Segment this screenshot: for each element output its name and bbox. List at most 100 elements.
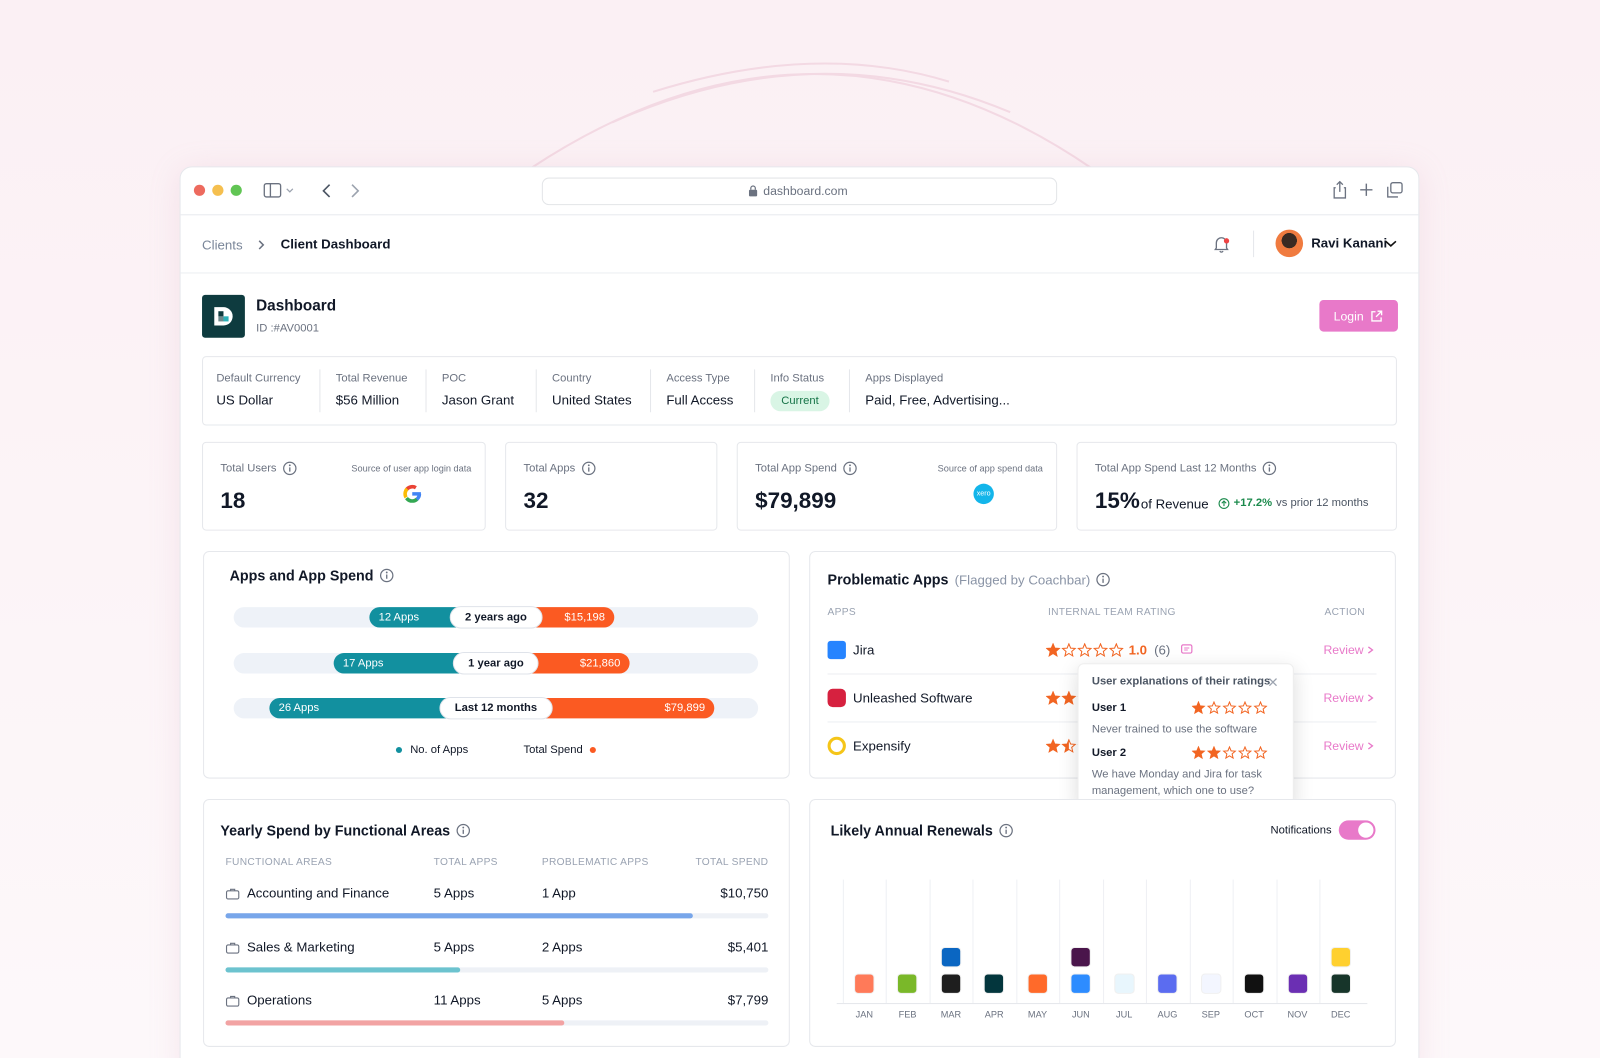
info-icon bbox=[456, 823, 471, 838]
arcs bbox=[530, 62, 1093, 170]
back-icon-part bbox=[322, 184, 331, 198]
star-rating-part bbox=[1077, 642, 1093, 657]
divider bbox=[535, 369, 537, 413]
divider bbox=[425, 369, 427, 413]
star-rating bbox=[1191, 701, 1268, 715]
dropdown-chevron bbox=[1385, 240, 1397, 248]
bell-icon-part bbox=[1219, 250, 1224, 253]
external-icon-part bbox=[1375, 310, 1383, 318]
external-icon bbox=[1371, 310, 1383, 322]
rating-count: (6) bbox=[1154, 642, 1171, 658]
area-name: Sales & Marketing bbox=[246, 939, 355, 955]
address-bar[interactable] bbox=[541, 177, 1058, 206]
share-icon-part bbox=[1336, 180, 1344, 186]
dropdown-chevron-part bbox=[1385, 240, 1397, 248]
app-icon bbox=[1071, 947, 1091, 967]
info-icon bbox=[999, 823, 1013, 838]
star-rating-part bbox=[1061, 690, 1077, 705]
source-logo bbox=[403, 484, 422, 503]
title-text: Apps and App Spend bbox=[229, 567, 374, 584]
user-name[interactable]: Ravi Kanani bbox=[1311, 235, 1388, 251]
breadcrumb-link[interactable]: Clients bbox=[202, 237, 243, 253]
window-control[interactable] bbox=[212, 184, 224, 196]
star-rating-part bbox=[1191, 701, 1206, 715]
stat-label: Total App Spend Last 12 Months bbox=[1095, 461, 1277, 476]
new-tab-icon bbox=[1360, 183, 1373, 196]
url: dashboard.com bbox=[763, 183, 848, 198]
star-rating-part bbox=[1222, 745, 1237, 760]
column-header: TOTAL APPS bbox=[433, 856, 498, 868]
panel-title: Apps and App Spend bbox=[229, 567, 394, 584]
progress-bar bbox=[225, 967, 461, 973]
info-value: Full Access bbox=[666, 392, 734, 408]
app-icon bbox=[941, 947, 961, 967]
progress-bar bbox=[225, 1020, 565, 1026]
tabs-icon-part bbox=[1387, 186, 1398, 198]
column-line bbox=[1189, 879, 1191, 1004]
title-text: Yearly Spend by Functional Areas bbox=[220, 822, 451, 839]
external-icon-part bbox=[1371, 311, 1382, 322]
window-control[interactable] bbox=[230, 184, 242, 196]
avatar[interactable] bbox=[1275, 229, 1304, 258]
title-text: Problematic Apps bbox=[827, 571, 949, 588]
tooltip-comment: Never trained to use the software bbox=[1091, 723, 1258, 736]
tooltip-user: User 1 bbox=[1091, 702, 1127, 715]
legend-dot bbox=[589, 746, 596, 754]
app-icon bbox=[855, 974, 874, 993]
title-text: Likely Annual Renewals bbox=[830, 822, 993, 839]
star-rating-part bbox=[1061, 738, 1077, 753]
star-rating-part bbox=[1237, 745, 1253, 760]
source-logo-part bbox=[412, 492, 421, 496]
briefcase-icon-part bbox=[230, 888, 236, 891]
up-icon bbox=[1218, 497, 1230, 509]
arc bbox=[611, 72, 1011, 124]
apps-label: 17 Apps bbox=[342, 657, 384, 670]
info-icon-part bbox=[1268, 464, 1271, 467]
period-pill: Last 12 months bbox=[439, 696, 553, 720]
star-rating-part bbox=[1045, 642, 1061, 657]
app-icon bbox=[1158, 974, 1177, 993]
review-link[interactable]: Review bbox=[1323, 739, 1374, 753]
comment-icon bbox=[1181, 644, 1193, 654]
total-apps: 5 Apps bbox=[433, 885, 475, 901]
star-rating-part bbox=[1108, 642, 1124, 657]
column-line bbox=[1059, 879, 1061, 1004]
problematic-apps: 2 Apps bbox=[541, 939, 583, 955]
info-label: Total Revenue bbox=[335, 372, 408, 385]
period-pill: 2 years ago bbox=[449, 606, 543, 629]
info-icon-part bbox=[581, 461, 596, 476]
info-icon-part bbox=[1005, 826, 1008, 829]
info-icon bbox=[581, 461, 596, 476]
divider bbox=[180, 214, 1419, 216]
app-name: Jira bbox=[853, 642, 875, 658]
app-icon bbox=[1114, 974, 1134, 993]
review-link[interactable]: Review bbox=[1323, 643, 1374, 657]
stat-label: Total Users bbox=[220, 461, 297, 476]
divider bbox=[649, 369, 652, 413]
progress-bar bbox=[225, 913, 693, 919]
column-header: TOTAL SPEND bbox=[695, 856, 769, 868]
star-rating-part bbox=[1206, 745, 1222, 760]
client-id: ID :#AV0001 bbox=[256, 322, 319, 335]
info-label: Apps Displayed bbox=[865, 372, 944, 385]
login-button[interactable] bbox=[1319, 299, 1398, 332]
window-control[interactable] bbox=[193, 184, 206, 196]
problematic-apps: 5 Apps bbox=[541, 992, 583, 1008]
review-link[interactable]: Review bbox=[1323, 691, 1374, 705]
stat-value: $79,899 bbox=[755, 487, 837, 514]
tabs-icon-part bbox=[1390, 181, 1403, 194]
info-strip bbox=[202, 356, 1397, 426]
info-icon-part bbox=[1102, 575, 1105, 578]
total-spend: $5,401 bbox=[727, 939, 769, 955]
login-label: Login bbox=[1333, 309, 1364, 324]
logo-mark-part bbox=[218, 311, 224, 317]
legend-dot bbox=[395, 746, 403, 754]
bell-icon-part bbox=[1214, 237, 1229, 251]
sidebar-icon-part bbox=[286, 188, 294, 193]
spend-label: $15,198 bbox=[564, 611, 605, 624]
stat-value: 15% bbox=[1094, 487, 1140, 514]
area-name: Accounting and Finance bbox=[246, 885, 390, 901]
app-icon bbox=[1331, 947, 1350, 967]
divider bbox=[319, 369, 321, 413]
